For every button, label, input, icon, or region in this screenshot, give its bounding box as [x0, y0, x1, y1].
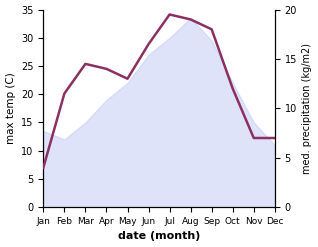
X-axis label: date (month): date (month)	[118, 231, 200, 242]
Y-axis label: med. precipitation (kg/m2): med. precipitation (kg/m2)	[302, 43, 313, 174]
Y-axis label: max temp (C): max temp (C)	[5, 72, 16, 144]
